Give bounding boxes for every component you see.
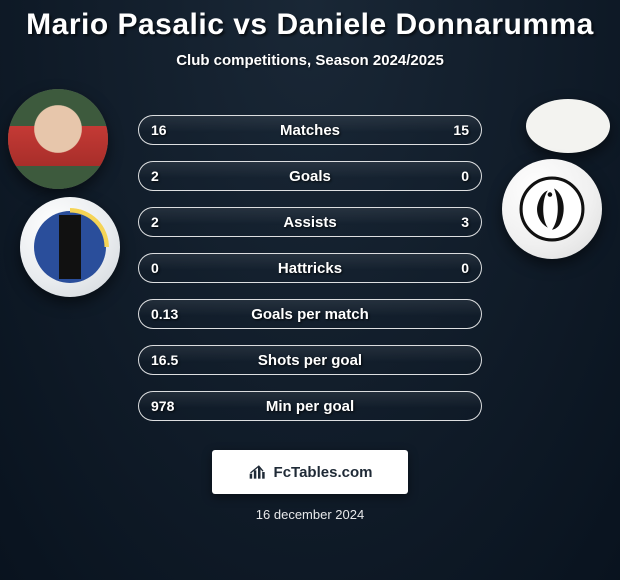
brand-card[interactable]: FcTables.com [212, 450, 408, 494]
stat-bar: 2 Assists 3 [138, 207, 482, 237]
stat-label: Hattricks [139, 260, 481, 277]
atalanta-crest-icon [34, 211, 106, 283]
player-right-photo [526, 99, 610, 153]
stat-bar: 978 Min per goal [138, 391, 482, 421]
stat-right-value: 15 [453, 122, 469, 138]
stat-left-value: 16.5 [151, 352, 178, 368]
chart-icon [248, 463, 268, 481]
stat-right-value: 0 [461, 168, 469, 184]
stat-right-value: 3 [461, 214, 469, 230]
stat-right-value: 0 [461, 260, 469, 276]
stat-left-value: 2 [151, 214, 159, 230]
stat-label: Goals [139, 168, 481, 185]
club-badge-left [20, 197, 120, 297]
stat-left-value: 0 [151, 260, 159, 276]
stat-left-value: 978 [151, 398, 174, 414]
stat-bars: 16 Matches 15 2 Goals 0 2 Assists 3 0 Ha… [138, 115, 482, 437]
stat-left-value: 2 [151, 168, 159, 184]
stat-bar: 16 Matches 15 [138, 115, 482, 145]
stat-bar: 2 Goals 0 [138, 161, 482, 191]
stat-left-value: 16 [151, 122, 167, 138]
stat-left-value: 0.13 [151, 306, 178, 322]
stat-bar: 0.13 Goals per match [138, 299, 482, 329]
brand-text: FcTables.com [274, 464, 373, 481]
date-text: 16 december 2024 [256, 507, 364, 522]
player-left-photo [8, 89, 108, 189]
cesena-crest-icon [519, 176, 585, 242]
stat-label: Goals per match [139, 306, 481, 323]
stat-stage: 16 Matches 15 2 Goals 0 2 Assists 3 0 Ha… [0, 95, 620, 455]
stat-bar: 0 Hattricks 0 [138, 253, 482, 283]
club-badge-right [502, 159, 602, 259]
subtitle: Club competitions, Season 2024/2025 [0, 52, 620, 69]
stat-label: Assists [139, 214, 481, 231]
stat-label: Matches [139, 122, 481, 139]
page-title: Mario Pasalic vs Daniele Donnarumma [0, 0, 620, 42]
stat-label: Min per goal [139, 398, 481, 415]
comparison-card: Mario Pasalic vs Daniele Donnarumma Club… [0, 0, 620, 580]
stat-label: Shots per goal [139, 352, 481, 369]
stat-bar: 16.5 Shots per goal [138, 345, 482, 375]
